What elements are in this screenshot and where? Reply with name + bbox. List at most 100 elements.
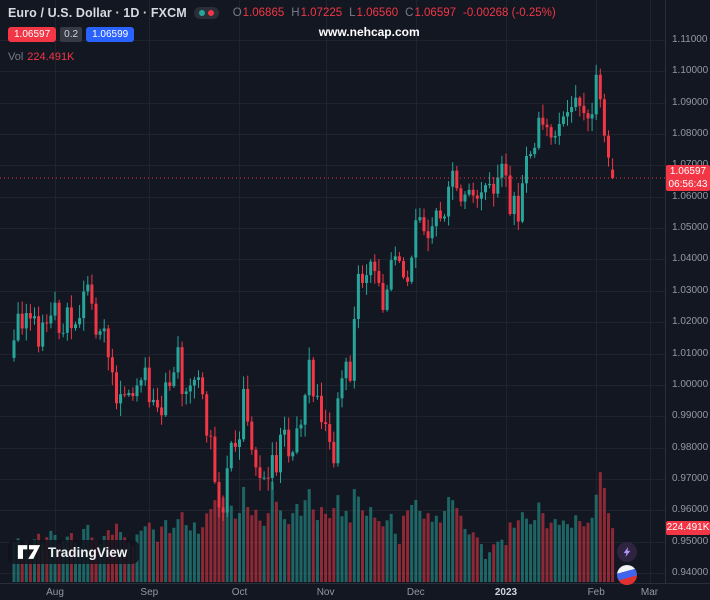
candle xyxy=(553,135,557,138)
price-axis-label: 1.01000 xyxy=(672,347,709,359)
sell-button[interactable]: 1.06597 xyxy=(8,27,57,42)
volume-bar xyxy=(566,524,569,582)
candle xyxy=(221,507,225,513)
volume-bar xyxy=(209,509,213,582)
candle xyxy=(127,393,131,396)
candle xyxy=(262,477,266,479)
candle xyxy=(24,313,28,329)
author-avatar[interactable] xyxy=(617,565,637,585)
candle xyxy=(143,367,147,381)
volume-bar xyxy=(307,489,311,582)
time-axis-label: Oct xyxy=(231,587,248,598)
volume-bar xyxy=(574,515,578,582)
candle xyxy=(594,74,598,115)
candle xyxy=(135,385,139,397)
candle xyxy=(147,367,151,403)
price-axis-label: 1.10000 xyxy=(672,65,709,77)
price-axis-label: 1.08000 xyxy=(672,128,709,140)
volume-bar xyxy=(500,539,504,582)
candle xyxy=(475,195,479,199)
candle xyxy=(512,195,516,214)
tradingview-logo-icon xyxy=(17,545,41,559)
candle xyxy=(41,322,45,347)
volume-bar xyxy=(299,515,303,582)
candle xyxy=(28,313,32,319)
boost-button[interactable] xyxy=(617,542,637,562)
volume-bar xyxy=(213,500,217,582)
candle xyxy=(545,124,549,128)
candle xyxy=(291,452,295,457)
candle xyxy=(578,97,582,106)
candle xyxy=(463,194,467,202)
candle xyxy=(537,117,541,148)
volume-bar xyxy=(463,528,467,582)
candle xyxy=(566,112,569,117)
volume-bar xyxy=(315,520,319,582)
volume-bar xyxy=(160,526,164,582)
current-price-badge: 1.06597 06:56:43 xyxy=(666,165,710,192)
volume-bar xyxy=(143,526,147,582)
candle xyxy=(160,407,164,416)
volume-bar xyxy=(545,528,549,582)
candle xyxy=(586,113,590,119)
candle xyxy=(57,302,61,333)
volume-bar xyxy=(176,519,180,582)
volume-bar xyxy=(504,545,508,582)
volume-bar xyxy=(332,508,336,582)
current-price-label: 1.06597 xyxy=(669,166,707,178)
candle xyxy=(406,277,410,282)
candle xyxy=(365,275,369,283)
volume-bar xyxy=(192,522,196,582)
candle xyxy=(274,455,278,473)
candle xyxy=(106,328,110,358)
candle xyxy=(529,154,533,156)
volume-bar xyxy=(274,501,278,582)
candle xyxy=(172,372,176,387)
volume-bar xyxy=(291,513,295,582)
candle xyxy=(86,284,90,292)
candle xyxy=(447,186,451,217)
ohlc-item: L1.06560 xyxy=(349,7,399,19)
volume-bar xyxy=(598,472,602,582)
volume-bar xyxy=(197,533,200,582)
time-axis-label: 2023 xyxy=(494,587,518,598)
volume-legend: Vol 224.491K xyxy=(8,51,556,63)
buy-button[interactable]: 1.06599 xyxy=(86,27,135,42)
volume-bar xyxy=(520,512,524,582)
market-status-indicator[interactable] xyxy=(193,7,219,19)
candle xyxy=(176,347,180,373)
tradingview-logo-link[interactable]: TradingView xyxy=(8,540,140,564)
bid-ask-panel: 1.06597 0.2 1.06599 xyxy=(8,27,556,42)
chart-legend: Euro / U.S. Dollar · 1D · FXCM O1.06865 H… xyxy=(8,6,556,63)
candle xyxy=(611,169,615,179)
volume-label: Vol xyxy=(8,51,24,63)
candle xyxy=(119,394,123,404)
volume-bar xyxy=(508,522,512,582)
candle xyxy=(356,273,360,320)
price-axis-label: 0.95000 xyxy=(672,535,709,547)
volume-bar xyxy=(340,516,344,582)
candle xyxy=(229,442,233,469)
chart-plot-area[interactable] xyxy=(0,0,665,583)
candle xyxy=(381,282,385,310)
time-axis[interactable]: Aug Sep Oct Nov Dec 2023 Feb Mar xyxy=(0,583,710,600)
volume-bar xyxy=(541,513,545,582)
ohlc-item: C1.06597 xyxy=(405,7,457,19)
symbol-title[interactable]: Euro / U.S. Dollar · 1D · FXCM xyxy=(8,6,187,20)
price-chart[interactable] xyxy=(0,0,665,583)
volume-bar xyxy=(516,520,520,582)
candle xyxy=(168,382,172,387)
candle xyxy=(254,449,258,468)
volume-bar xyxy=(590,517,594,582)
volume-bar xyxy=(201,527,205,582)
volume-bar xyxy=(250,515,254,582)
price-axis[interactable]: 0.94000 0.95000 0.96000 0.97000 0.98000 0.990… xyxy=(665,0,710,583)
candle xyxy=(188,385,192,392)
candle xyxy=(479,192,483,199)
volume-bar xyxy=(348,522,352,582)
candle xyxy=(434,210,438,227)
volume-bar xyxy=(455,508,459,582)
volume-bar xyxy=(397,544,401,582)
volume-bar xyxy=(283,519,287,582)
candle xyxy=(12,340,16,358)
